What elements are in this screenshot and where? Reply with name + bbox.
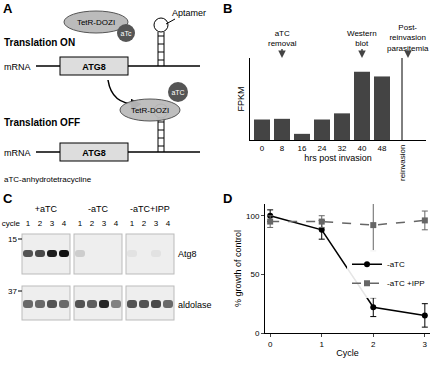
svg-text:TetR-DOZI: TetR-DOZI: [77, 18, 115, 27]
svg-text:50: 50: [250, 270, 259, 279]
svg-text:cycle: cycle: [2, 219, 21, 228]
svg-text:0: 0: [268, 340, 273, 349]
svg-text:37: 37: [8, 287, 17, 296]
svg-text:TetR-DOZI: TetR-DOZI: [131, 106, 169, 115]
svg-text:4: 4: [166, 219, 171, 228]
svg-text:1: 1: [319, 340, 324, 349]
html-text:B: B: [223, 1, 233, 16]
svg-text:ATG8: ATG8: [82, 148, 105, 158]
svg-text:% growth of control: % growth of control: [233, 230, 243, 307]
svg-text:-aTC: -aTC: [387, 260, 405, 269]
svg-text:-aTC: -aTC: [88, 204, 109, 214]
svg-text:2: 2: [90, 219, 95, 228]
svg-text:-aTC+IPP: -aTC+IPP: [130, 204, 170, 214]
svg-text:FPKM: FPKM: [236, 86, 246, 111]
svg-text:2: 2: [371, 340, 376, 349]
svg-text:3: 3: [50, 219, 55, 228]
svg-text:1: 1: [26, 219, 31, 228]
svg-text:Atg8: Atg8: [178, 249, 197, 259]
svg-text:aTC: aTC: [171, 89, 184, 96]
html-text:A: A: [3, 1, 13, 16]
svg-text:mRNA: mRNA: [4, 148, 31, 158]
svg-text:2: 2: [38, 219, 43, 228]
svg-text:40: 40: [358, 144, 367, 153]
svg-text:3: 3: [423, 340, 428, 349]
svg-text:Post-reinvasionparasitemia: Post-reinvasionparasitemia: [387, 23, 429, 53]
svg-text:Translation ON: Translation ON: [4, 37, 75, 48]
svg-text:1: 1: [130, 219, 135, 228]
svg-text:1: 1: [78, 219, 83, 228]
svg-text:0: 0: [260, 144, 265, 153]
svg-text:ATG8: ATG8: [82, 62, 105, 72]
svg-text:Aptamer: Aptamer: [172, 8, 206, 18]
html-text:D: D: [223, 191, 233, 206]
svg-text:32: 32: [338, 144, 347, 153]
svg-text:+aTC: +aTC: [35, 204, 58, 214]
svg-text:0: 0: [255, 329, 260, 338]
svg-text:aTc: aTc: [121, 30, 132, 37]
svg-text:15: 15: [8, 235, 17, 244]
svg-text:3: 3: [102, 219, 107, 228]
svg-text:mRNA: mRNA: [4, 62, 31, 72]
svg-text:Translation OFF: Translation OFF: [4, 117, 80, 128]
svg-text:4: 4: [114, 219, 119, 228]
svg-text:Westernblot: Westernblot: [347, 29, 377, 48]
svg-text:2: 2: [142, 219, 147, 228]
svg-text:8: 8: [280, 144, 285, 153]
svg-text:reinvasion: reinvasion: [398, 145, 407, 181]
svg-text:aTC-anhydrotetracycline: aTC-anhydrotetracycline: [4, 175, 92, 184]
svg-text:48: 48: [378, 144, 387, 153]
svg-text:3: 3: [154, 219, 159, 228]
svg-text:aldolase: aldolase: [178, 300, 212, 310]
svg-text:100: 100: [246, 212, 260, 221]
svg-text:hrs post invasion: hrs post invasion: [304, 153, 372, 163]
svg-text:16: 16: [298, 144, 307, 153]
svg-text:aTCremoval: aTCremoval: [268, 29, 297, 48]
svg-text:-aTC +IPP: -aTC +IPP: [387, 279, 425, 288]
html-text:C: C: [3, 191, 13, 206]
svg-text:Cycle: Cycle: [336, 348, 359, 358]
svg-text:24: 24: [318, 144, 327, 153]
svg-text:4: 4: [62, 219, 67, 228]
